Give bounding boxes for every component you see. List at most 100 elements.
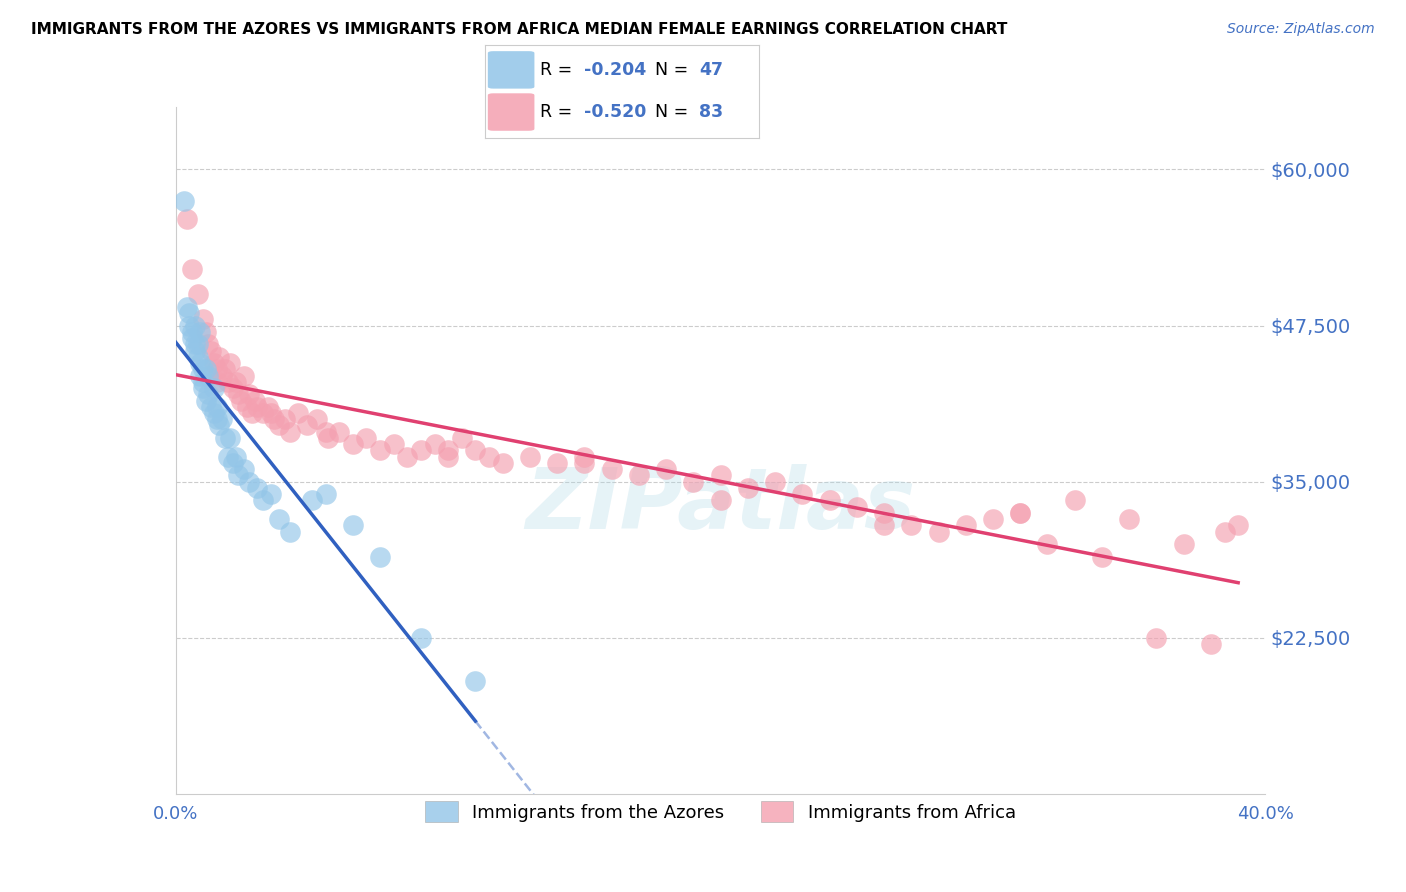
Point xyxy=(214,431,236,445)
Legend: Immigrants from the Azores, Immigrants from Africa: Immigrants from the Azores, Immigrants f… xyxy=(418,794,1024,830)
Point xyxy=(295,418,318,433)
Point xyxy=(208,350,231,364)
Point xyxy=(763,475,786,489)
Point xyxy=(197,387,219,401)
Point xyxy=(176,300,198,314)
Point xyxy=(225,450,247,464)
Point xyxy=(655,462,678,476)
Point xyxy=(200,400,222,414)
Point xyxy=(307,412,329,426)
Point xyxy=(217,375,239,389)
Point xyxy=(792,487,814,501)
Point xyxy=(382,437,405,451)
Point xyxy=(228,387,250,401)
Point xyxy=(368,549,391,564)
Point xyxy=(396,450,419,464)
Point xyxy=(238,475,260,489)
Point xyxy=(173,194,195,208)
Point xyxy=(342,518,364,533)
Point xyxy=(191,362,214,376)
Point xyxy=(519,450,541,464)
Point xyxy=(184,318,207,333)
Point xyxy=(260,487,283,501)
Point xyxy=(252,406,274,420)
Point xyxy=(845,500,868,514)
Point xyxy=(191,381,214,395)
Point xyxy=(955,518,977,533)
Point xyxy=(219,431,242,445)
Text: IMMIGRANTS FROM THE AZORES VS IMMIGRANTS FROM AFRICA MEDIAN FEMALE EARNINGS CORR: IMMIGRANTS FROM THE AZORES VS IMMIGRANTS… xyxy=(31,22,1007,37)
Point xyxy=(225,375,247,389)
Point xyxy=(818,493,841,508)
Point xyxy=(737,481,759,495)
Point xyxy=(1227,518,1250,533)
Point xyxy=(217,450,239,464)
Point xyxy=(205,400,228,414)
Point xyxy=(423,437,446,451)
Point xyxy=(1118,512,1140,526)
Point xyxy=(197,337,219,351)
Point xyxy=(191,312,214,326)
Point xyxy=(900,518,922,533)
Point xyxy=(181,262,204,277)
Point xyxy=(200,343,222,358)
Point xyxy=(274,412,297,426)
Point xyxy=(202,356,225,370)
Point xyxy=(222,456,245,470)
Point xyxy=(263,412,285,426)
Point xyxy=(1091,549,1114,564)
Point xyxy=(246,481,269,495)
Point xyxy=(205,375,228,389)
Text: N =: N = xyxy=(655,103,689,121)
Point xyxy=(197,368,219,383)
Point xyxy=(1199,637,1222,651)
Point xyxy=(211,412,233,426)
Text: -0.520: -0.520 xyxy=(583,103,647,121)
Point xyxy=(188,368,211,383)
Point xyxy=(269,418,291,433)
Point xyxy=(186,350,209,364)
Text: 83: 83 xyxy=(699,103,723,121)
Text: N =: N = xyxy=(655,61,689,78)
Point xyxy=(873,518,896,533)
Point xyxy=(205,362,228,376)
Point xyxy=(260,406,283,420)
Point xyxy=(186,337,209,351)
Point xyxy=(368,443,391,458)
Point xyxy=(278,425,301,439)
Text: 47: 47 xyxy=(699,61,723,78)
Point xyxy=(1173,537,1195,551)
Point xyxy=(1213,524,1236,539)
Point xyxy=(287,406,309,420)
Point xyxy=(211,368,233,383)
Point xyxy=(240,406,263,420)
Point xyxy=(232,462,254,476)
Point xyxy=(682,475,704,489)
Point xyxy=(1036,537,1059,551)
Point xyxy=(269,512,291,526)
Point xyxy=(315,487,337,501)
FancyBboxPatch shape xyxy=(488,94,534,131)
Point xyxy=(464,443,486,458)
Point xyxy=(574,450,596,464)
Point xyxy=(315,425,337,439)
Point xyxy=(1144,631,1167,645)
Point xyxy=(222,381,245,395)
Point xyxy=(181,331,204,345)
Point xyxy=(228,468,250,483)
Point xyxy=(219,356,242,370)
Point xyxy=(179,306,201,320)
Point xyxy=(478,450,501,464)
Point xyxy=(246,400,269,414)
Point xyxy=(574,456,596,470)
Point xyxy=(328,425,350,439)
Point xyxy=(191,375,214,389)
Point xyxy=(235,400,257,414)
Point xyxy=(318,431,340,445)
Point xyxy=(928,524,950,539)
Text: R =: R = xyxy=(540,103,572,121)
Point xyxy=(202,381,225,395)
Point xyxy=(450,431,472,445)
Point xyxy=(184,343,207,358)
Point xyxy=(409,631,432,645)
